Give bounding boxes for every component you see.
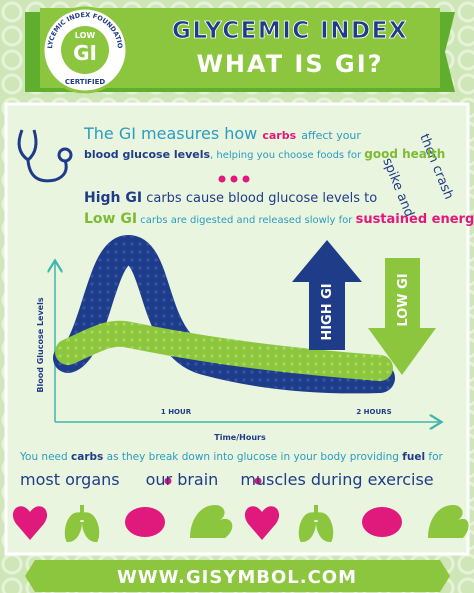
footer-text: as they break down into glucose in your … bbox=[106, 451, 399, 463]
lungs-icon bbox=[64, 505, 100, 543]
logo-low: LOW bbox=[75, 31, 96, 40]
high-gi-arrow bbox=[292, 240, 362, 350]
brain-icon bbox=[362, 507, 402, 537]
intro-line: blood glucose levels, helping you choose… bbox=[84, 147, 445, 161]
muscle-icon bbox=[428, 505, 469, 538]
divider bbox=[218, 175, 250, 183]
divider-dot bbox=[230, 175, 238, 183]
high-gi-line: High GI carbs cause blood glucose levels… bbox=[84, 190, 377, 206]
url-band bbox=[25, 560, 450, 592]
bullet bbox=[164, 477, 172, 485]
footer-item: muscles during exercise bbox=[240, 470, 434, 489]
footer-line: most organs our brain muscles during exerc… bbox=[20, 470, 434, 489]
lungs-icon bbox=[298, 505, 334, 543]
icons bbox=[12, 505, 469, 543]
divider-dot bbox=[242, 175, 250, 183]
footer-item: most organs bbox=[20, 470, 120, 489]
stethoscope-head bbox=[57, 147, 73, 163]
x-tick-label: 1 HOUR bbox=[161, 408, 192, 416]
high-gi-arrow-label: HIGH GI bbox=[320, 283, 335, 340]
footer-text: You need bbox=[20, 451, 68, 463]
logo-certified: CERTIFIED bbox=[65, 78, 106, 86]
intro-text: affect your bbox=[301, 129, 361, 142]
logo-badge bbox=[61, 26, 109, 74]
intro-highlight: blood glucose levels bbox=[84, 148, 211, 161]
low-gi-highlight: sustained energy bbox=[355, 212, 474, 227]
intro-text: The GI measures how bbox=[84, 124, 258, 143]
stethoscope bbox=[17, 129, 68, 183]
intro-highlight: carbs bbox=[262, 129, 297, 142]
x-tick-label: 2 HOURS bbox=[356, 408, 391, 416]
high-gi-label: High GI bbox=[84, 190, 143, 206]
brain-icon bbox=[125, 507, 165, 537]
high-gi-texture bbox=[53, 234, 395, 394]
low-gi-arrow-label: LOW GI bbox=[396, 273, 411, 326]
footer-highlight: fuel bbox=[402, 451, 426, 463]
logo-gi: GI bbox=[73, 41, 97, 65]
heart-icon bbox=[244, 506, 280, 540]
low-gi-texture bbox=[55, 320, 393, 381]
footer-text: for bbox=[428, 451, 443, 463]
divider-dot bbox=[218, 175, 226, 183]
x-axis-label: Time/Hours bbox=[214, 433, 266, 442]
low-gi-text: carbs are digested and released slowly f… bbox=[140, 215, 353, 226]
footer-highlight: carbs bbox=[71, 451, 104, 463]
y-axis-label: Blood Glucose Levels bbox=[36, 297, 45, 392]
footer-item: our brain bbox=[145, 470, 219, 489]
intro-text: , helping you choose foods for bbox=[210, 150, 362, 161]
low-gi-line: Low GI carbs are digested and released s… bbox=[84, 211, 474, 227]
bullet bbox=[254, 477, 262, 485]
muscle-icon bbox=[190, 505, 233, 538]
high-gi-text: carbs cause blood glucose levels to bbox=[146, 191, 378, 206]
low-gi-label: Low GI bbox=[84, 211, 138, 227]
title: GLYCEMIC INDEX bbox=[172, 18, 408, 44]
low-gi-arrow bbox=[368, 258, 436, 375]
url[interactable]: WWW.GISYMBOL.COM bbox=[117, 567, 357, 588]
subtitle: WHAT IS GI? bbox=[196, 50, 383, 78]
heart-icon bbox=[12, 506, 48, 540]
intro-highlight: good health bbox=[364, 147, 446, 161]
footer-line: You need carbs as they break down into g… bbox=[20, 451, 443, 463]
intro-line: The GI measures how carbs affect your bbox=[84, 124, 361, 143]
